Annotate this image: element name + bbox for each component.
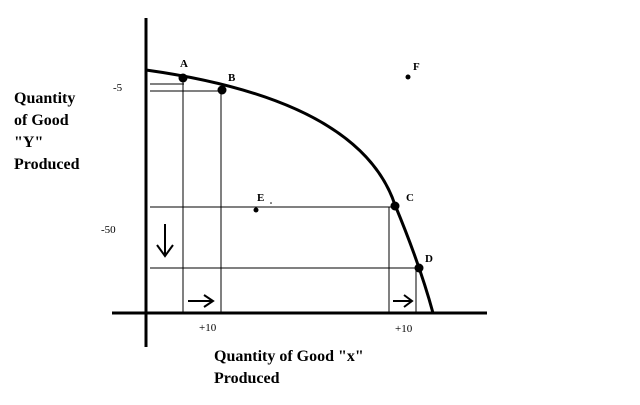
point-e-label: E: [257, 192, 264, 204]
y-axis-label-line: Quantity: [14, 90, 76, 107]
point-f-dot: [405, 74, 411, 80]
point-b-label: B: [228, 72, 236, 84]
point-f-label: F: [413, 61, 420, 73]
point-d-label: D: [425, 253, 433, 265]
point-a-label: A: [180, 58, 188, 70]
x-axis-label-line: Produced: [214, 370, 280, 387]
point-a-dot: [178, 73, 188, 83]
x-tick-label-left: +10: [199, 322, 217, 334]
y-axis-label-line: "Y": [14, 134, 44, 151]
point-e-stray-dot: [270, 202, 272, 204]
x-axis-label-line: Quantity of Good "x": [214, 348, 364, 365]
ppf-curve: [145, 68, 435, 314]
point-b-dot: [217, 85, 227, 95]
y-tick-label-lower: -50: [101, 224, 116, 236]
point-c-dot: [390, 201, 400, 211]
y-axis-label-line: of Good: [14, 112, 69, 129]
x-tick-label-right: +10: [395, 323, 413, 335]
x-axis-label: Quantity of Good "x" Produced: [214, 346, 474, 390]
down-arrow-icon: [156, 224, 174, 258]
y-tick-label-upper: -5: [113, 82, 123, 94]
y-axis-label-line: Produced: [14, 156, 80, 173]
right-arrow-icon-left: [188, 294, 215, 308]
y-axis-label: Quantity of Good "Y" Produced: [14, 88, 124, 176]
point-c-label: C: [406, 192, 414, 204]
point-e-dot: [253, 207, 259, 213]
point-d-dot: [414, 263, 424, 273]
right-arrow-icon-right: [393, 294, 414, 308]
